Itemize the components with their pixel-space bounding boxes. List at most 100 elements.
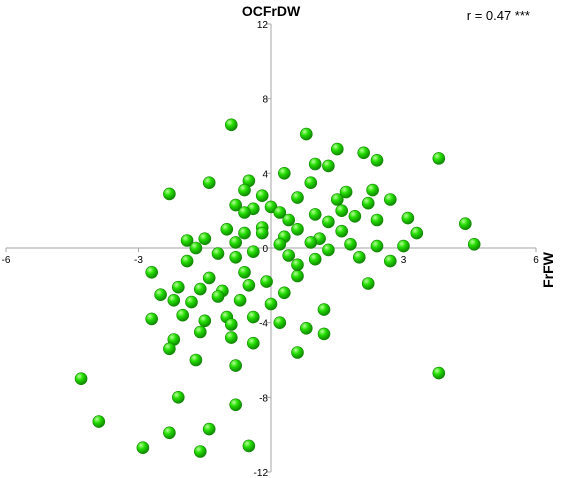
data-point	[202, 271, 216, 285]
data-point	[198, 314, 212, 328]
data-point	[163, 342, 176, 356]
data-point	[247, 245, 260, 258]
data-point	[330, 142, 344, 156]
data-point	[180, 234, 194, 247]
data-point	[357, 146, 371, 160]
data-point	[233, 293, 247, 307]
data-points	[74, 118, 481, 458]
data-point	[383, 254, 397, 268]
data-point	[291, 223, 304, 236]
y-tick-label: 0	[262, 244, 268, 255]
y-tick-label: 8	[262, 95, 268, 106]
data-point	[361, 196, 375, 210]
x-tick-label: 3	[401, 255, 407, 266]
data-point	[260, 275, 273, 288]
data-point	[277, 286, 291, 300]
data-point	[189, 353, 203, 367]
data-point	[348, 210, 362, 223]
y-tick-label: -12	[254, 468, 269, 478]
data-point	[291, 191, 304, 204]
data-point	[92, 415, 106, 428]
data-point	[304, 236, 318, 249]
data-point	[322, 215, 335, 229]
data-point	[397, 239, 410, 253]
data-point	[255, 189, 269, 202]
chart-title: OCFrDW	[242, 3, 301, 19]
data-point	[225, 331, 238, 344]
data-point	[242, 278, 256, 292]
y-tick-label: 12	[257, 20, 269, 31]
data-point	[370, 154, 384, 167]
data-point	[361, 277, 375, 290]
data-point	[242, 439, 256, 453]
data-point	[432, 366, 446, 380]
data-point	[352, 250, 366, 264]
data-point	[383, 193, 397, 206]
data-point	[185, 295, 198, 309]
data-point	[273, 316, 287, 330]
data-point	[238, 206, 251, 219]
data-point	[344, 238, 357, 251]
data-point	[273, 238, 287, 251]
data-point	[202, 422, 216, 436]
x-axis-label: FrFW	[540, 251, 556, 288]
axes	[5, 23, 537, 473]
x-tick-label: 6	[533, 255, 539, 266]
data-point	[370, 239, 384, 253]
data-point	[145, 265, 158, 279]
y-tick-label: -8	[259, 393, 268, 404]
data-point	[189, 241, 203, 255]
data-point	[247, 310, 260, 324]
data-point	[308, 208, 322, 221]
data-point	[322, 159, 335, 173]
data-point	[291, 269, 304, 283]
data-point	[432, 152, 446, 165]
data-point	[308, 252, 322, 266]
data-point	[335, 224, 349, 238]
data-point	[229, 236, 242, 249]
data-point	[370, 213, 384, 227]
data-point	[238, 265, 251, 279]
data-point	[238, 183, 251, 197]
data-point	[410, 226, 424, 240]
data-point	[255, 226, 269, 240]
data-point	[202, 176, 216, 189]
data-point	[277, 167, 291, 180]
y-tick-label: -4	[259, 319, 268, 330]
data-point	[167, 293, 181, 307]
data-point	[322, 243, 335, 257]
data-point	[163, 187, 176, 201]
data-point	[467, 238, 481, 251]
data-point	[163, 426, 176, 440]
data-point	[282, 213, 296, 227]
data-point	[136, 441, 150, 455]
data-point	[264, 297, 278, 311]
data-point	[194, 282, 207, 296]
data-point	[299, 127, 313, 141]
data-point	[273, 206, 287, 219]
data-point	[172, 390, 185, 404]
y-tick-label: 4	[262, 169, 268, 180]
x-tick-label: -3	[134, 255, 143, 266]
data-point	[238, 226, 251, 240]
data-point	[172, 280, 185, 294]
x-tick-label: -6	[2, 255, 11, 266]
data-point	[229, 198, 242, 212]
data-point	[211, 290, 225, 303]
data-point	[247, 336, 260, 350]
data-point	[291, 346, 304, 359]
tick-labels: -6 -3 3 6 -12 -8 -4 0 4 8 12	[2, 20, 540, 478]
data-point	[317, 327, 331, 341]
data-point	[330, 193, 344, 206]
data-point	[154, 288, 167, 302]
data-point	[317, 303, 331, 316]
data-point	[291, 258, 304, 272]
data-point	[176, 308, 189, 322]
data-point	[299, 321, 313, 335]
data-point	[220, 223, 234, 236]
data-point	[180, 254, 194, 268]
data-point	[229, 250, 242, 264]
data-point	[225, 118, 238, 132]
data-point	[229, 359, 242, 372]
